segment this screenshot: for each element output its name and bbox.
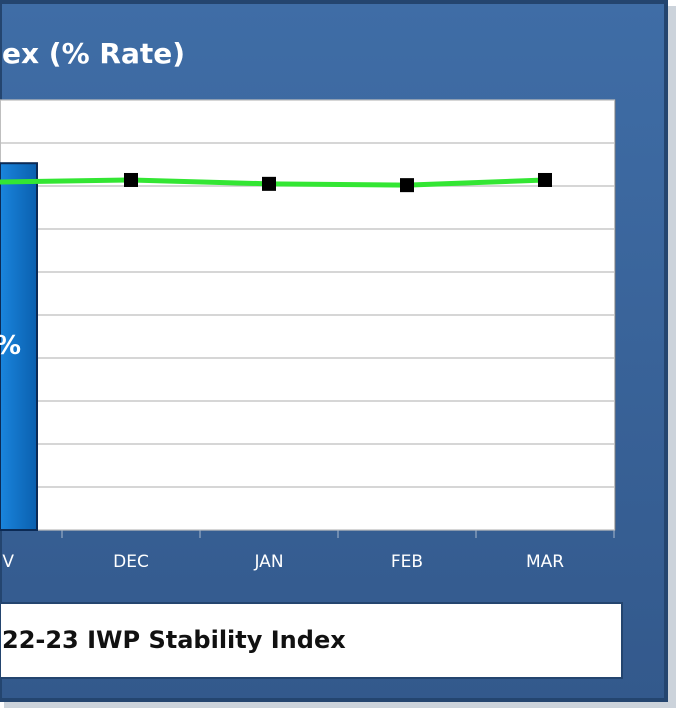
chart-title: ex (% Rate) bbox=[2, 37, 185, 70]
line-marker bbox=[124, 172, 138, 187]
legend-label: 22-23 IWP Stability Index bbox=[2, 626, 346, 654]
x-tick-label: MAR bbox=[526, 552, 564, 572]
x-tick-label: DEC bbox=[113, 552, 149, 572]
legend-box bbox=[0, 602, 623, 679]
x-tick-label: JAN bbox=[253, 552, 283, 572]
line-marker bbox=[262, 176, 276, 191]
line-marker bbox=[400, 178, 414, 193]
bar-value-label: % bbox=[0, 331, 21, 361]
x-tick-label: V bbox=[2, 552, 14, 572]
line-marker bbox=[538, 172, 552, 187]
x-tick-label: FEB bbox=[391, 552, 423, 572]
bar bbox=[0, 162, 38, 532]
